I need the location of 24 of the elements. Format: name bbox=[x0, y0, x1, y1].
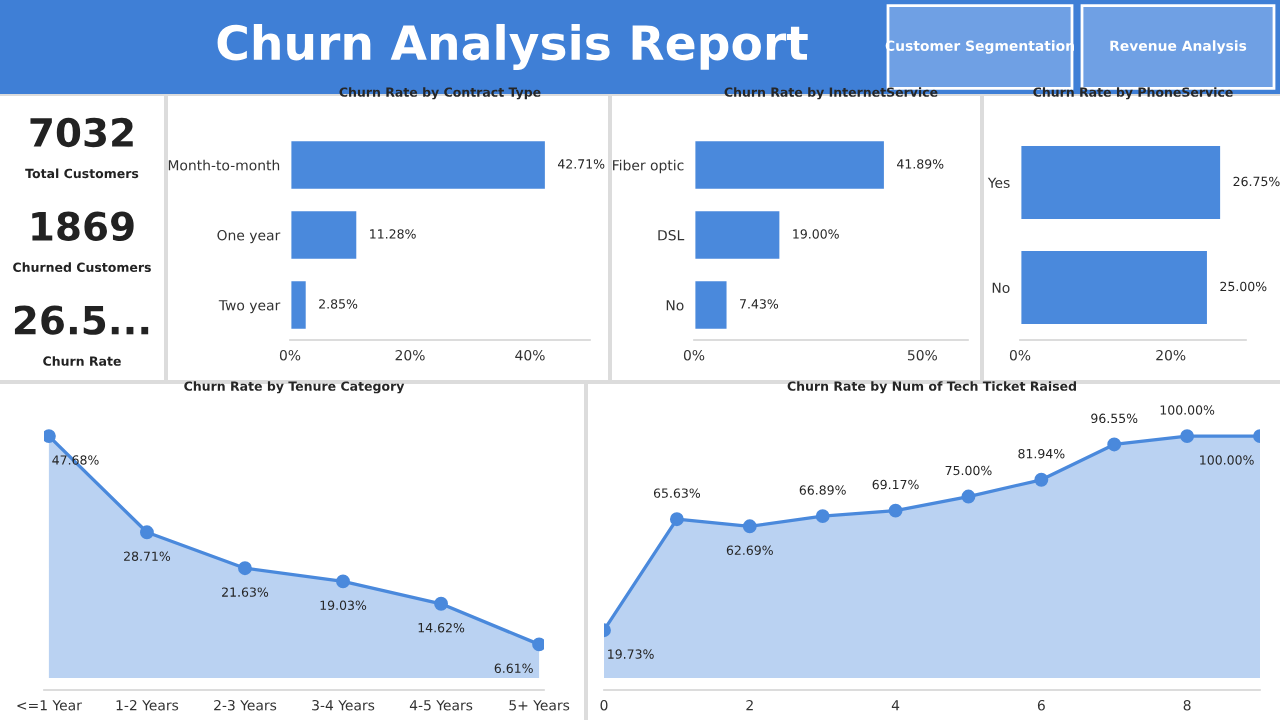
bar bbox=[290, 138, 548, 192]
point bbox=[1034, 472, 1049, 487]
text: 26.5... bbox=[14, 305, 149, 335]
point bbox=[336, 574, 350, 589]
point bbox=[1107, 437, 1122, 452]
point bbox=[961, 489, 976, 504]
bar bbox=[290, 278, 309, 332]
bar bbox=[694, 208, 783, 262]
point bbox=[238, 561, 252, 576]
point bbox=[140, 525, 154, 540]
point bbox=[44, 429, 56, 444]
bar bbox=[694, 278, 730, 332]
point bbox=[669, 512, 684, 527]
point bbox=[1180, 429, 1195, 444]
text: 1869 bbox=[32, 211, 134, 241]
bar bbox=[694, 138, 887, 192]
point bbox=[815, 509, 830, 524]
text: Churn Analysis Report bbox=[217, 23, 808, 71]
point bbox=[888, 503, 903, 518]
point bbox=[742, 519, 757, 534]
point bbox=[532, 637, 544, 652]
point bbox=[434, 596, 448, 611]
bar bbox=[290, 208, 360, 262]
text: 7032 bbox=[30, 117, 133, 148]
